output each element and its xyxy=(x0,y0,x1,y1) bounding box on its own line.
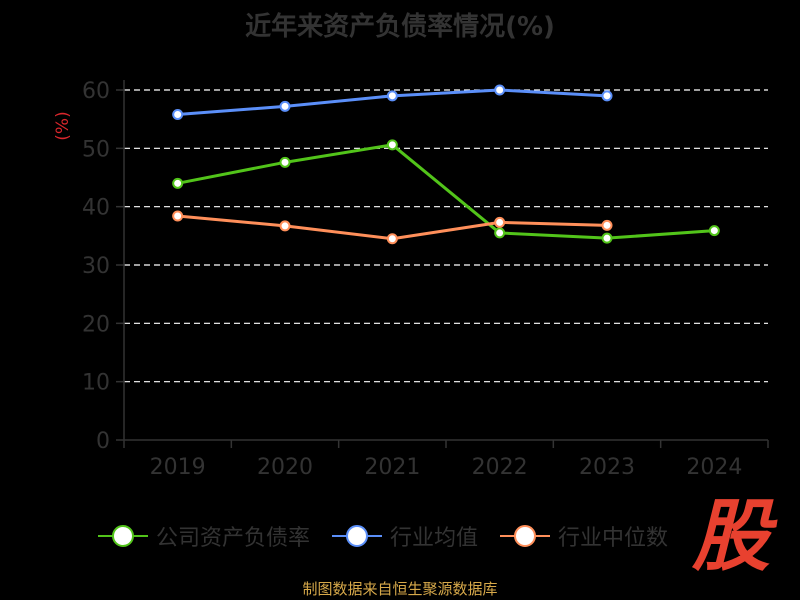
legend-item-company[interactable]: 公司资产负债率 xyxy=(98,520,310,552)
data-source-note: 制图数据来自恒生聚源数据库 xyxy=(302,580,498,598)
data-point-0 xyxy=(601,232,613,244)
legend-swatch-company xyxy=(98,521,148,551)
legend: 公司资产负债率 行业均值 行业中位数 xyxy=(98,520,690,552)
data-point-2 xyxy=(279,220,291,232)
brand-logo: 股 xyxy=(692,492,771,582)
legend-swatch-industry-median xyxy=(500,521,551,551)
y-tick-label: 20 xyxy=(82,312,110,337)
data-point-2 xyxy=(494,216,506,228)
data-point-0 xyxy=(708,225,720,237)
data-point-2 xyxy=(386,233,398,245)
y-tick-label: 60 xyxy=(82,79,110,104)
data-point-1 xyxy=(386,90,398,102)
legend-label-industry-median: 行业中位数 xyxy=(558,526,669,551)
y-tick-label: 10 xyxy=(82,371,110,396)
legend-label-industry-mean: 行业均值 xyxy=(390,526,479,551)
x-tick-label: 2024 xyxy=(686,455,742,480)
x-tick-label: 2022 xyxy=(472,455,528,480)
y-tick-label: 40 xyxy=(82,196,110,221)
data-point-0 xyxy=(386,139,398,151)
x-tick-label: 2023 xyxy=(579,455,635,480)
y-tick-label: 30 xyxy=(82,254,110,279)
data-point-2 xyxy=(172,210,184,222)
legend-item-industry-median[interactable]: 行业中位数 xyxy=(500,520,668,552)
data-point-0 xyxy=(494,227,506,239)
legend-item-industry-mean[interactable]: 行业均值 xyxy=(332,520,478,552)
data-point-1 xyxy=(601,90,613,102)
data-point-1 xyxy=(172,109,184,120)
series-line-0 xyxy=(177,143,715,240)
data-point-1 xyxy=(494,84,506,96)
data-point-0 xyxy=(172,177,184,189)
y-tick-label: 0 xyxy=(96,429,110,454)
legend-swatch-industry-mean xyxy=(332,521,383,551)
data-point-2 xyxy=(601,219,613,231)
legend-label-company: 公司资产负债率 xyxy=(156,526,311,551)
y-axis-label: (%) xyxy=(53,111,73,140)
x-tick-label: 2021 xyxy=(364,455,420,480)
data-point-1 xyxy=(279,100,291,112)
x-tick-label: 2019 xyxy=(150,455,206,480)
y-tick-label: 50 xyxy=(82,137,110,162)
data-point-0 xyxy=(279,156,291,168)
x-tick-label: 2020 xyxy=(257,455,313,480)
chart-title: 近年来资产负债率情况(%) xyxy=(245,12,555,42)
